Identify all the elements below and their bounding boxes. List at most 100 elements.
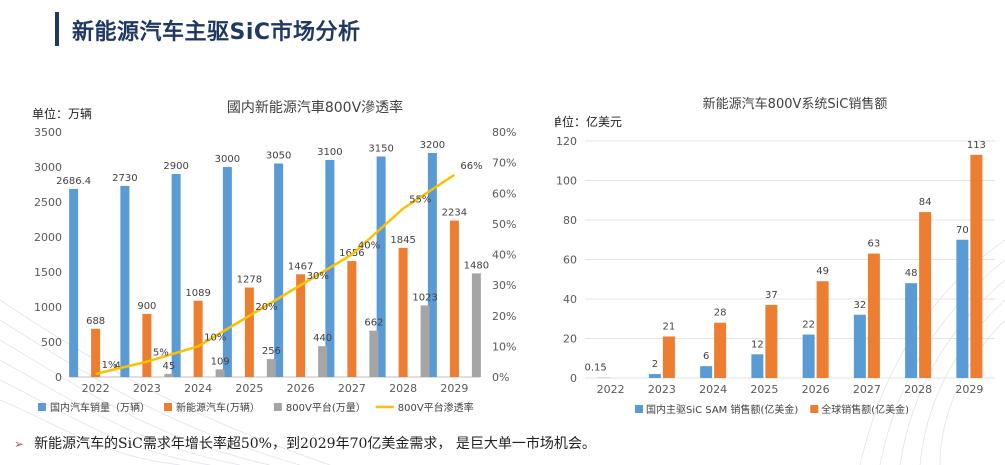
- line-data-label: 20%: [255, 302, 277, 313]
- data-label: 113: [967, 140, 986, 151]
- x-tick-label: 2026: [802, 383, 830, 396]
- bar-3: [420, 305, 430, 377]
- data-label: 3050: [266, 151, 291, 162]
- legend-label: 新能源汽车(万辆）: [176, 401, 260, 414]
- y-tick-label: 80: [563, 214, 577, 227]
- data-label: 256: [262, 346, 281, 357]
- data-label: 48: [905, 268, 918, 279]
- data-label: 45: [163, 361, 176, 372]
- y2-tick-label: 80%: [492, 126, 516, 139]
- x-tick-label: 2025: [235, 382, 263, 395]
- y-tick-label: 0: [55, 371, 62, 384]
- data-label: 2900: [163, 161, 188, 172]
- bar-2: [244, 287, 254, 377]
- bar-1: [700, 366, 713, 378]
- y2-tick-label: 40%: [492, 249, 516, 262]
- legend-swatch: [164, 403, 172, 411]
- data-label: 0.15: [584, 363, 606, 374]
- bar-1: [171, 174, 181, 377]
- data-label: 3000: [215, 154, 240, 165]
- line-data-label: 40%: [358, 241, 380, 252]
- x-tick-label: 2023: [133, 382, 161, 395]
- legend-swatch: [635, 405, 643, 413]
- y2-tick-label: 70%: [492, 157, 516, 170]
- data-label: 22: [802, 320, 815, 331]
- data-label: 2730: [112, 173, 137, 184]
- bar-1: [802, 334, 815, 378]
- bar-2: [816, 281, 829, 378]
- data-label: 84: [919, 197, 932, 208]
- bar-1: [69, 188, 79, 377]
- data-label: 662: [364, 318, 383, 329]
- chart-title: 國内新能源汽車800V滲透率: [227, 99, 403, 116]
- y-tick-label: 60: [563, 254, 577, 267]
- y2-tick-label: 20%: [492, 310, 516, 323]
- legend-swatch: [38, 403, 46, 411]
- x-tick-label: 2024: [699, 383, 727, 396]
- data-label: 63: [868, 239, 881, 250]
- legend-swatch: [810, 405, 819, 413]
- line-data-label: 30%: [307, 271, 329, 282]
- data-label: 440: [313, 333, 332, 344]
- x-tick-label: 2028: [904, 383, 932, 396]
- bar-1: [956, 239, 969, 378]
- penetration-line: [95, 173, 456, 376]
- x-tick-label: 2027: [853, 383, 881, 396]
- bar-3: [471, 273, 481, 377]
- data-label: 32: [854, 300, 867, 311]
- legend-label: 800V平台(万量）: [286, 401, 366, 414]
- title-accent-bar: [55, 12, 59, 46]
- y-tick-label: 40: [563, 293, 577, 306]
- data-label: 688: [86, 316, 105, 327]
- line-data-label: 5%: [153, 348, 169, 359]
- data-label: 900: [137, 301, 156, 312]
- y2-tick-label: 30%: [492, 279, 516, 292]
- bar-2: [398, 247, 408, 377]
- data-label: 2686.4: [56, 176, 91, 187]
- chart-title: 新能源汽车800V系统SiC销售额: [703, 96, 888, 112]
- bar-1: [905, 283, 918, 378]
- y-tick-label: 500: [41, 336, 62, 349]
- chart-sic-sales: 新能源汽车800V系统SiC销售额 单位：亿美元 020406080100120…: [555, 96, 995, 416]
- y-tick-label: 120: [556, 135, 577, 148]
- bar-2: [347, 261, 357, 377]
- x-tick-label: 2029: [440, 382, 468, 395]
- line-data-label: 66%: [460, 161, 482, 172]
- y-tick-label: 3500: [34, 126, 62, 139]
- legend-label: 国内主驱SiC SAM 销售额(亿美金): [646, 403, 798, 416]
- data-label: 3100: [317, 147, 342, 158]
- x-tick-label: 2026: [287, 382, 315, 395]
- data-label: 2: [652, 359, 658, 370]
- bar-2: [919, 212, 932, 378]
- data-label: 21: [663, 322, 676, 333]
- bar-1: [274, 163, 284, 377]
- y-tick-label: 20: [563, 333, 577, 346]
- y2-tick-label: 0%: [492, 371, 509, 384]
- bar-1: [376, 156, 386, 377]
- data-label: 1089: [185, 288, 210, 299]
- bar-2: [714, 322, 727, 378]
- page-title: 新能源汽车主驱SiC市场分析: [72, 20, 361, 45]
- bar-1: [853, 314, 866, 378]
- bar-2: [765, 304, 778, 378]
- legend-label: 800V平台渗透率: [398, 401, 474, 414]
- bar-2: [867, 253, 880, 378]
- bar-2: [296, 274, 306, 377]
- legend-swatch: [273, 403, 282, 411]
- bar-2: [970, 154, 983, 378]
- bar-3: [215, 369, 225, 377]
- x-tick-label: 2028: [389, 382, 417, 395]
- y-tick-label: 2000: [34, 231, 62, 244]
- x-tick-label: 2027: [338, 382, 366, 395]
- footer-note: ➢ 新能源汽车的SiC需求年增长率超50%，到2029年70亿美金需求， 是巨大单…: [14, 433, 596, 453]
- bar-3: [369, 330, 379, 377]
- data-label: 1480: [464, 260, 489, 271]
- x-tick-label: 2023: [648, 383, 676, 396]
- bar-1: [648, 374, 661, 378]
- y-tick-label: 1000: [34, 301, 62, 314]
- line-data-label: 10%: [204, 332, 226, 343]
- y-tick-label: 0: [570, 372, 577, 385]
- x-tick-label: 2022: [597, 383, 625, 396]
- bar-1: [222, 167, 232, 377]
